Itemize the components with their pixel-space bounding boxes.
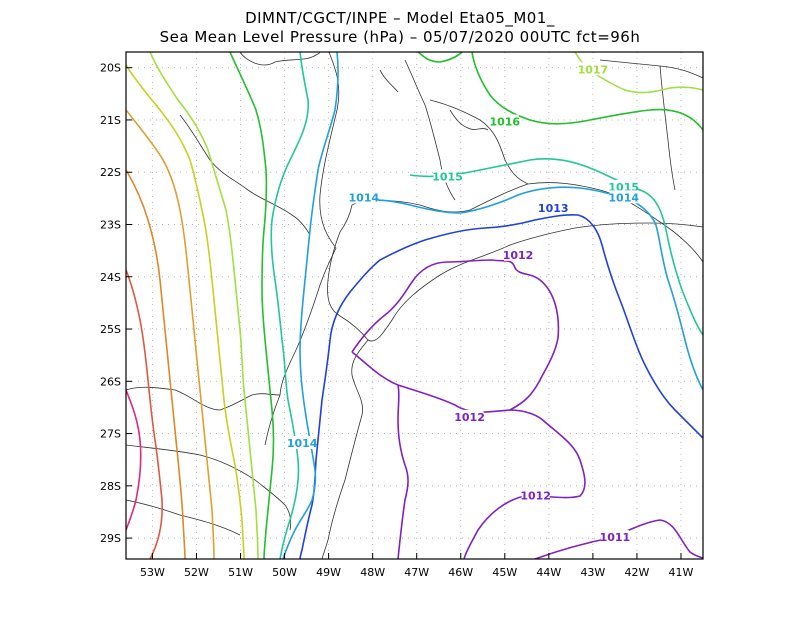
lon-tick-label: 51W [228,566,253,579]
contour-label-background [521,488,550,502]
map-title-line2: Sea Mean Level Pressure (hPa) – 05/07/20… [159,28,641,46]
contour-label: 1016 [489,116,520,129]
lon-tick-label: 47W [404,566,429,579]
lon-tick-label: 52W [184,566,209,579]
contour-label-background [609,179,638,193]
contour-label: 1014 [608,191,639,204]
isobar-1014 [282,52,703,559]
contour-label: 1013 [538,202,569,215]
contour-label: 1012 [503,249,534,262]
lon-tick-label: 43W [580,566,605,579]
lon-tick-label: 50W [272,566,297,579]
contour-label-background [288,436,317,450]
isobar-1022 [126,389,142,531]
contour-label-background [349,190,378,204]
isobar-1015 [270,52,703,559]
isobar-1016 [229,52,703,559]
isobar-1019 [126,109,215,559]
lon-tick-label: 44W [536,566,561,579]
contour-label: 1014 [349,191,380,204]
contour-label-background [455,409,484,423]
isobar-1021 [126,269,163,559]
contour-label: 1012 [520,489,551,502]
lon-tick-label: 42W [624,566,649,579]
lat-tick-label: 28S [100,480,121,493]
contour-label-background [490,114,519,128]
contour-label: 1017 [578,63,609,76]
contour-label-background [539,200,568,214]
lon-tick-label: 48W [360,566,385,579]
contour-label-background [504,247,533,261]
contour-label: 1012 [454,411,485,424]
contour-label-background [600,530,629,544]
contour-label-background [433,169,462,183]
map-frame [125,51,704,560]
map-title-line1: DIMNT/CGCT/INPE – Model Eta05_M01_ [245,9,555,27]
lat-tick-label: 27S [100,428,121,441]
lat-tick-label: 25S [100,323,121,336]
lat-tick-label: 20S [100,62,121,75]
lon-tick-label: 53W [140,566,165,579]
axis-ticks: 20S 21S 22S 23S 24S 25S 26S 27S 28S 29S 53W 52W 51W 5… [100,62,694,579]
contour-label-background [578,62,607,76]
lat-tick-label: 22S [100,166,121,179]
contour-label: 1011 [600,531,631,544]
contour-label-background [609,190,638,204]
isobar-1013 [299,214,703,559]
isobar-1018 [126,64,245,559]
lon-tick-label: 46W [448,566,473,579]
grid-lines [126,52,703,559]
isobar-1012 [351,259,586,559]
lat-tick-label: 23S [100,218,121,231]
isobar-1011 [534,519,703,559]
contour-label: 1014 [287,437,318,450]
coastline [126,52,703,559]
contour-label: 1015 [432,170,463,183]
lat-tick-label: 26S [100,375,121,388]
lat-tick-label: 21S [100,114,121,127]
lon-tick-label: 45W [492,566,517,579]
isobar-1017 [149,52,703,559]
lon-tick-label: 49W [316,566,341,579]
lat-tick-label: 29S [100,532,121,545]
lon-tick-label: 41W [669,566,694,579]
lat-tick-label: 24S [100,271,121,284]
isobar-1020 [126,169,186,559]
